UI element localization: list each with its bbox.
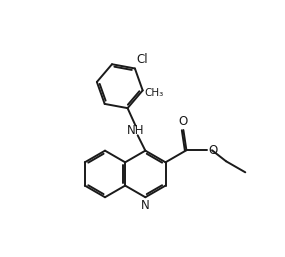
Text: O: O	[208, 144, 217, 157]
Text: CH₃: CH₃	[145, 88, 164, 98]
Text: Cl: Cl	[137, 53, 148, 66]
Text: O: O	[179, 115, 188, 128]
Text: NH: NH	[127, 124, 144, 137]
Text: N: N	[141, 199, 150, 212]
